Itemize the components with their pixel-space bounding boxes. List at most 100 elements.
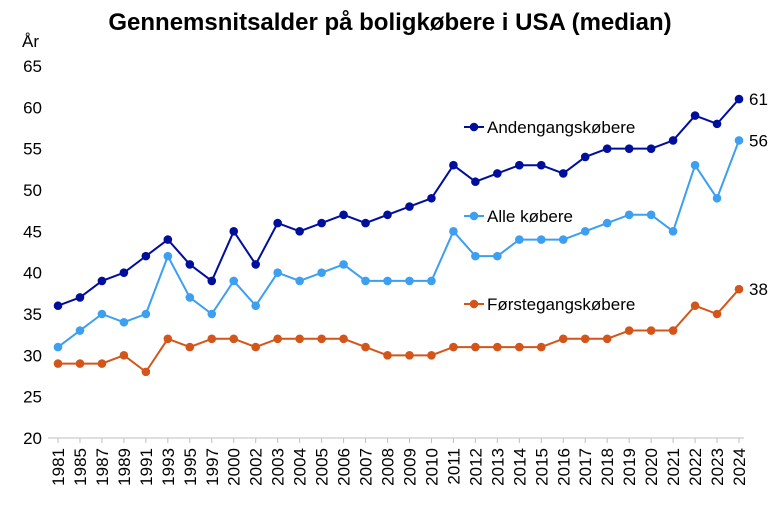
- data-point: [668, 326, 678, 335]
- x-tick-label: 1993: [159, 448, 178, 486]
- data-point: [141, 367, 151, 377]
- x-tick-label: 1987: [93, 448, 112, 486]
- data-point: [515, 160, 524, 170]
- y-tick-label: 30: [23, 346, 42, 365]
- data-point: [317, 334, 326, 344]
- data-point: [471, 177, 480, 187]
- data-point: [536, 342, 546, 352]
- data-point: [339, 260, 348, 269]
- data-point: [207, 334, 217, 344]
- data-point: [558, 334, 568, 344]
- data-point: [471, 251, 480, 261]
- legend-marker: [469, 299, 479, 309]
- data-point: [361, 342, 370, 352]
- data-point: [163, 235, 173, 244]
- x-tick-label: 1995: [181, 448, 200, 486]
- data-point: [690, 111, 700, 120]
- y-tick-label: 40: [23, 264, 42, 283]
- legend-item: Førstegangskøbere: [464, 295, 635, 314]
- y-tick-label: 55: [23, 140, 42, 159]
- data-point: [405, 351, 414, 360]
- data-point: [515, 235, 524, 244]
- data-point: [580, 152, 590, 162]
- data-point: [405, 276, 414, 286]
- data-point: [251, 342, 261, 352]
- data-point: [646, 210, 656, 220]
- data-point: [141, 309, 151, 319]
- series-layer: 61 56 38: [53, 90, 768, 377]
- series-line: [57, 140, 740, 348]
- series-line: [58, 288, 740, 373]
- data-point: [339, 210, 348, 220]
- data-point: [383, 351, 392, 360]
- data-point: [229, 334, 239, 344]
- x-tick-label: 2017: [576, 448, 595, 486]
- data-point: [427, 351, 436, 360]
- axes: 20 25 30 35 40 45 50 55 60 65 1981 1985 1987 1989 1991…: [23, 57, 749, 486]
- x-tick-label: 1997: [203, 448, 222, 486]
- data-point: [427, 193, 436, 203]
- data-point: [317, 218, 326, 228]
- data-point: [97, 359, 107, 368]
- data-point: [624, 326, 634, 335]
- x-tick-label: 2007: [357, 448, 376, 486]
- data-point: [185, 342, 195, 352]
- data-point: [515, 342, 524, 352]
- series-0: 61: [53, 90, 768, 311]
- data-point: [493, 169, 502, 178]
- x-tick-label: 2014: [510, 448, 529, 486]
- data-point: [712, 309, 722, 319]
- data-point: [405, 202, 414, 211]
- data-point: [185, 293, 195, 302]
- data-point: [119, 268, 129, 277]
- data-point: [295, 276, 304, 286]
- data-point: [75, 359, 85, 368]
- data-point: [471, 342, 480, 352]
- chart-title: Gennemsnitsalder på boligkøbere i USA (m…: [108, 9, 671, 36]
- data-point: [668, 227, 678, 236]
- data-point: [734, 284, 744, 294]
- data-point: [295, 227, 304, 236]
- data-point: [119, 317, 129, 327]
- data-point: [580, 334, 590, 344]
- data-point: [558, 169, 568, 178]
- legend-label: Andengangskøbere: [487, 118, 635, 137]
- x-tick-label: 2023: [708, 448, 727, 486]
- end-value-label: 56: [749, 131, 768, 150]
- y-tick-label: 60: [23, 98, 42, 117]
- data-point: [624, 210, 634, 220]
- x-tick-label: 2000: [225, 448, 244, 486]
- data-point: [273, 218, 282, 228]
- x-tick-label: 2016: [554, 448, 573, 486]
- data-point: [251, 301, 261, 311]
- legend: Andengangskøbere Alle købere Førstegangskø…: [464, 118, 635, 314]
- data-point: [317, 268, 326, 277]
- data-point: [295, 334, 304, 344]
- y-tick-label: 65: [23, 57, 42, 76]
- data-point: [75, 326, 85, 335]
- data-point: [251, 260, 261, 269]
- data-point: [97, 309, 107, 319]
- legend-marker: [469, 211, 479, 221]
- x-tick-label: 1991: [137, 448, 156, 486]
- series-1: 56: [53, 131, 768, 352]
- data-point: [602, 144, 612, 153]
- data-point: [536, 235, 546, 244]
- x-tick-label: 2004: [291, 448, 310, 486]
- x-tick-label: 2011: [444, 448, 463, 485]
- data-point: [602, 334, 612, 344]
- data-point: [734, 136, 744, 145]
- end-value-label: 38: [749, 280, 768, 299]
- data-point: [536, 160, 546, 170]
- x-tick-label: 2018: [598, 448, 617, 486]
- x-tick-label: 2015: [532, 448, 551, 486]
- x-tick-label: 2012: [466, 448, 485, 486]
- data-point: [668, 136, 678, 145]
- data-point: [273, 268, 282, 277]
- legend-item: Andengangskøbere: [464, 118, 635, 137]
- data-point: [449, 342, 458, 352]
- data-point: [449, 227, 458, 236]
- data-point: [690, 301, 700, 311]
- legend-item: Alle købere: [464, 207, 573, 226]
- x-tick-label: 2022: [686, 448, 705, 486]
